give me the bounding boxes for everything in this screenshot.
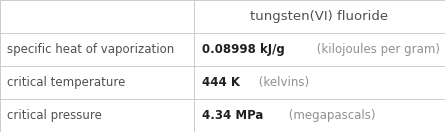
Text: critical temperature: critical temperature [7, 76, 125, 89]
Text: (kelvins): (kelvins) [255, 76, 309, 89]
Text: (megapascals): (megapascals) [285, 109, 376, 122]
Text: tungsten(VI) fluoride: tungsten(VI) fluoride [250, 10, 388, 23]
Text: 4.34 MPa: 4.34 MPa [202, 109, 264, 122]
Text: specific heat of vaporization: specific heat of vaporization [7, 43, 174, 56]
Text: critical pressure: critical pressure [7, 109, 101, 122]
Text: 444 K: 444 K [202, 76, 240, 89]
Text: (kilojoules per gram): (kilojoules per gram) [313, 43, 440, 56]
Text: 0.08998 kJ/g: 0.08998 kJ/g [202, 43, 285, 56]
